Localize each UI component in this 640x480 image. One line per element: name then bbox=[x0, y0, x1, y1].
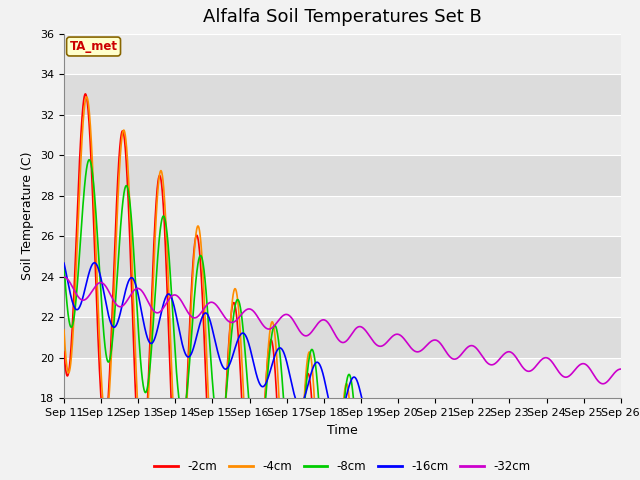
-32cm bbox=[617, 366, 625, 372]
-8cm bbox=[274, 332, 282, 338]
Bar bbox=[64, 317, 621, 358]
-32cm bbox=[157, 309, 164, 314]
X-axis label: Time: Time bbox=[327, 424, 358, 437]
-4cm bbox=[157, 168, 164, 174]
-32cm bbox=[124, 297, 131, 303]
-32cm bbox=[274, 319, 282, 324]
Line: -2cm: -2cm bbox=[64, 94, 621, 480]
-8cm bbox=[298, 438, 306, 444]
-2cm bbox=[60, 349, 68, 355]
Text: TA_met: TA_met bbox=[70, 40, 118, 53]
Bar bbox=[64, 115, 621, 155]
Title: Alfalfa Soil Temperatures Set B: Alfalfa Soil Temperatures Set B bbox=[203, 9, 482, 26]
-4cm bbox=[83, 94, 90, 100]
Bar bbox=[64, 358, 621, 398]
-2cm bbox=[124, 186, 132, 192]
-16cm bbox=[274, 347, 282, 352]
-2cm bbox=[157, 175, 164, 181]
-32cm bbox=[599, 381, 607, 387]
Line: -4cm: -4cm bbox=[64, 97, 621, 480]
-4cm bbox=[298, 443, 306, 448]
-32cm bbox=[298, 331, 305, 336]
-2cm bbox=[274, 414, 282, 420]
-8cm bbox=[85, 157, 93, 163]
-8cm bbox=[157, 223, 164, 229]
-2cm bbox=[81, 91, 89, 97]
Bar bbox=[64, 74, 621, 115]
-16cm bbox=[124, 280, 132, 286]
Bar bbox=[64, 196, 621, 236]
Bar bbox=[64, 277, 621, 317]
-32cm bbox=[60, 274, 68, 280]
Line: -32cm: -32cm bbox=[64, 277, 621, 384]
-16cm bbox=[91, 260, 99, 265]
Bar bbox=[64, 34, 621, 74]
Line: -16cm: -16cm bbox=[64, 263, 621, 480]
-4cm bbox=[124, 160, 132, 166]
-16cm bbox=[298, 400, 306, 406]
-8cm bbox=[60, 262, 68, 268]
-16cm bbox=[157, 312, 164, 318]
-32cm bbox=[546, 357, 554, 362]
Legend: -2cm, -4cm, -8cm, -16cm, -32cm: -2cm, -4cm, -8cm, -16cm, -32cm bbox=[150, 456, 535, 478]
Line: -8cm: -8cm bbox=[64, 160, 621, 480]
Bar bbox=[64, 155, 621, 196]
Y-axis label: Soil Temperature (C): Soil Temperature (C) bbox=[22, 152, 35, 280]
-4cm bbox=[274, 371, 282, 376]
-32cm bbox=[606, 376, 614, 382]
-8cm bbox=[124, 185, 132, 191]
Bar bbox=[64, 236, 621, 277]
-16cm bbox=[60, 260, 68, 266]
-2cm bbox=[298, 440, 306, 446]
-4cm bbox=[60, 327, 68, 333]
